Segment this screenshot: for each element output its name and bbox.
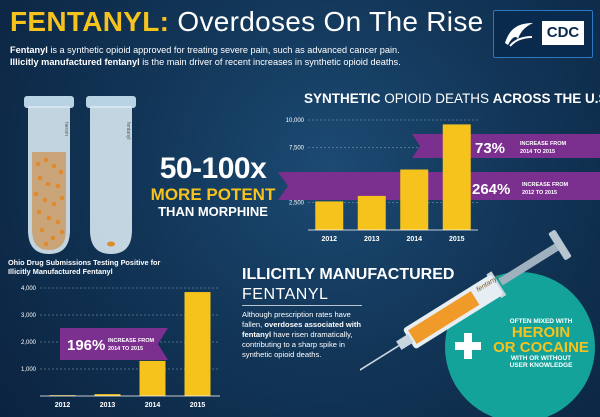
potency-than: THAN MORPHINE [158, 204, 268, 219]
bar [442, 124, 471, 230]
bar [139, 360, 166, 396]
heroin-tube-icon [24, 96, 74, 254]
intro-text: Fentanyl is a synthetic opioid approved … [10, 44, 490, 68]
fentanyl-tube-icon [86, 96, 136, 254]
mixed-text: OFTEN MIXED WITH HEROIN OR COCAINE WITH … [488, 318, 594, 369]
bar [49, 395, 76, 396]
callout-pct-1: 73% [475, 140, 505, 157]
y-tick-label: 7,500 [289, 146, 305, 152]
mixed-line4: WITH OR WITHOUT [510, 355, 572, 362]
bar [315, 201, 344, 230]
syringe-icon: fentanyl [360, 230, 572, 382]
fentanyl-tube-label: fentanyl [125, 122, 131, 140]
mixed-line1: OFTEN MIXED WITH [509, 318, 573, 325]
heroin-tube-label: heroin [63, 122, 69, 136]
x-tick-label: 2014 [406, 236, 422, 243]
y-tick-label: 4,000 [21, 286, 37, 292]
deaths-chart-title: SYNTHETIC OPIOID DEATHS ACROSS THE U.S. [304, 91, 600, 106]
intro-bold-2: Illicitly manufactured fentanyl [10, 57, 140, 67]
mixed-line5: USER KNOWLEDGE [509, 362, 573, 369]
x-tick-label: 2012 [321, 236, 337, 243]
potency-range: 50-100x [159, 152, 267, 185]
bar [94, 394, 121, 396]
ohio-title-line1: Ohio Drug Submissions Testing Positive f… [8, 258, 161, 267]
bar [400, 169, 429, 230]
illicit-body-bold: overdoses associated with fentanyl [242, 320, 362, 339]
y-tick-label: 2,500 [289, 201, 305, 207]
intro-rest-2: is the main driver of recent increases i… [139, 57, 401, 67]
ohio-callout-text2: 2014 TO 2015 [108, 346, 143, 352]
callout-text1-1: INCREASE FROM [520, 141, 567, 147]
y-tick-label: 1,000 [21, 367, 37, 373]
hhs-eagle-icon [505, 23, 533, 47]
callout-ribbon-1 [412, 134, 600, 158]
intro-bold-1: Fentanyl [10, 45, 48, 55]
x-tick-label: 2013 [100, 402, 116, 409]
x-tick-label: 2014 [145, 402, 161, 409]
potency-more-potent: MORE POTENT [150, 185, 276, 204]
ohio-callout-text1: INCREASE FROM [108, 338, 155, 344]
y-tick-label: 3,000 [21, 313, 37, 319]
cdc-logo: CDC [493, 10, 593, 58]
cdc-logo-text: CDC [542, 21, 584, 45]
illicit-body-b: have risen dramatically, contributing to… [242, 330, 353, 359]
ohio-chart: 4,000 3,000 2,000 1,000 196% INCREASE FROM 201… [21, 286, 220, 409]
intro-rest-1: is a synthetic opioid approved for treat… [47, 45, 400, 55]
title-strong: FENTANYL: [10, 6, 170, 37]
deaths-title-b: OPIOID DEATHS [380, 91, 493, 106]
y-tick-label: 10,000 [286, 118, 305, 124]
y-tick-label: 2,000 [21, 340, 37, 346]
illicit-heading: ILLICITLY MANUFACTURED [242, 266, 455, 283]
x-tick-label: 2012 [55, 402, 71, 409]
x-tick-label: 2015 [190, 402, 206, 409]
ohio-callout-ribbon [60, 328, 168, 360]
callout-text2-1: 2014 TO 2015 [520, 149, 555, 155]
callout-ribbon-2 [278, 172, 600, 200]
potency-callout: 50-100x MORE POTENT THAN MORPHINE [148, 152, 278, 219]
deaths-title-c: ACROSS THE U.S. [492, 91, 600, 106]
callout-text2-2: 2012 TO 2015 [522, 190, 557, 196]
ohio-callout-pct: 196% [67, 337, 105, 354]
illicit-underline [242, 305, 362, 306]
illicit-body: Although prescription rates have fallen,… [242, 310, 372, 360]
test-tubes-illustration: heroin fentanyl [24, 96, 136, 254]
x-tick-label: 2013 [364, 236, 380, 243]
x-tick-label: 2015 [449, 236, 465, 243]
callout-pct-2: 264% [472, 181, 510, 198]
illicit-subheading: FENTANYL [242, 286, 329, 303]
bar [184, 292, 211, 396]
illicit-body-a: Although prescription rates have fallen, [242, 310, 351, 329]
ohio-chart-title: Ohio Drug Submissions Testing Positive f… [8, 258, 208, 276]
mixed-line2: HEROIN [511, 324, 571, 341]
page-title: FENTANYL: Overdoses On The Rise [10, 6, 484, 38]
title-rest: Overdoses On The Rise [169, 6, 484, 37]
callout-text1-2: INCREASE FROM [522, 182, 569, 188]
mixed-line3: OR COCAINE [493, 339, 589, 356]
bar [357, 195, 386, 230]
ohio-title-line2: Illicitly Manufactured Fentanyl [8, 267, 113, 276]
deaths-title-a: SYNTHETIC [304, 91, 381, 106]
plus-icon [455, 333, 481, 359]
